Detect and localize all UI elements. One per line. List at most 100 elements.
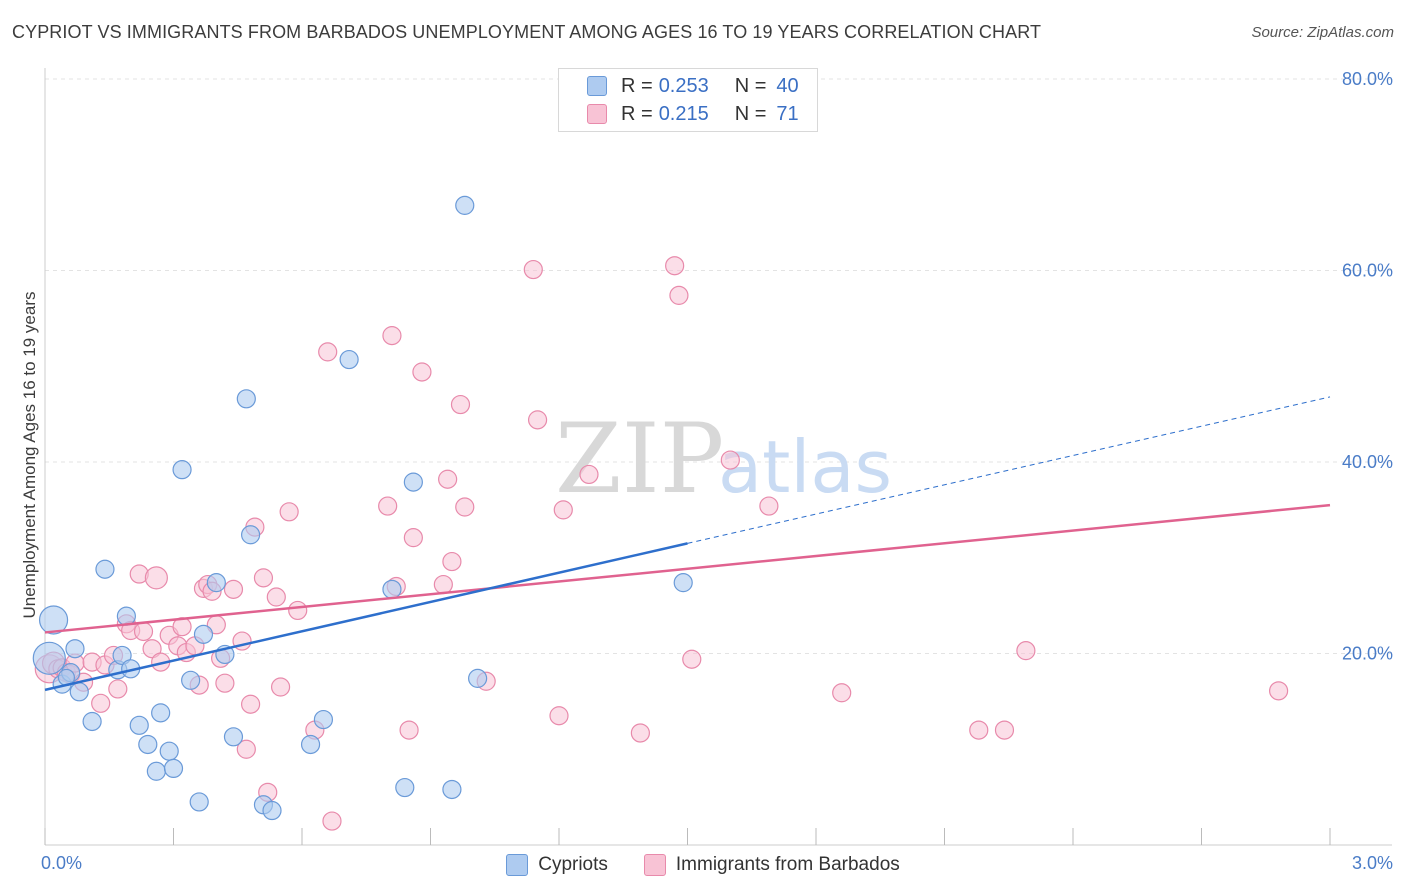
y-axis-title: Unemployment Among Ages 16 to 19 years [20,292,39,619]
legend-series: Cypriots Immigrants from Barbados [0,852,1406,878]
point-barbados [382,326,402,346]
chart-source: Source: ZipAtlas.com [1251,24,1394,41]
point-cypriots [442,779,462,800]
y-tick-label: 20.0% [1342,644,1393,664]
point-cypriots [395,777,415,798]
point-cypriots [146,761,166,781]
gridlines [45,78,1392,654]
point-barbados [399,720,419,740]
point-barbados [378,496,398,516]
point-barbados [223,579,244,599]
point-barbados [1268,681,1289,701]
point-cypriots [189,792,209,812]
point-cypriots [455,195,475,215]
point-cypriots [236,389,256,409]
point-cypriots [116,606,136,626]
point-cypriots [172,460,192,480]
point-cypriots [468,668,488,688]
legend-n-label: N = [734,74,767,97]
legend-stats: R = 0.253 N = 40 R = 0.215 N = 71 [558,68,818,132]
trend-lines [44,396,1331,692]
point-barbados [523,259,543,280]
y-tick-label: 60.0% [1342,261,1393,281]
legend-swatch-barbados [643,854,666,876]
point-barbados [720,450,740,470]
point-barbados [433,574,453,595]
point-barbados [288,600,308,621]
point-barbados [144,566,168,590]
trend-line-cypriots [44,542,688,692]
x-tick-label: 3.0% [1352,853,1393,873]
point-barbados [241,694,261,714]
series-barbados-points [34,256,1289,831]
point-cypriots [193,624,214,644]
point-cypriots [32,641,66,675]
point-barbados [832,683,852,703]
point-barbados [108,679,128,699]
point-barbados [759,496,779,516]
legend-row-barbados: R = 0.215 N = 71 [587,100,799,128]
legend-n-value: 71 [776,102,799,125]
point-cypriots [300,734,321,755]
tick-labels: 20.0% 40.0% 60.0% 80.0% 0.0% 3.0% [41,69,1393,873]
point-barbados [994,720,1015,740]
point-barbados [682,649,702,669]
point-cypriots [159,741,179,761]
point-cypriots [151,703,171,723]
point-cypriots [206,573,226,593]
point-cypriots [313,709,334,730]
legend-label-cypriots: Cypriots [538,854,608,875]
point-cypriots [112,645,132,666]
point-barbados [215,673,235,693]
point-barbados [266,587,286,607]
legend-n-value: 40 [776,74,799,97]
point-barbados [665,256,685,276]
watermark: ZIP atlas [555,403,892,515]
point-barbados [403,528,423,548]
point-cypriots [673,573,693,593]
point-cypriots [403,472,423,492]
point-cypriots [181,670,201,690]
point-barbados [579,464,599,485]
point-barbados [236,739,256,759]
point-barbados [553,500,573,520]
point-barbados [133,621,154,642]
point-barbados [91,693,111,713]
legend-r-label: R = [621,102,653,125]
point-cypriots [138,734,158,755]
legend-n-label: N = [734,102,767,125]
point-barbados [438,469,458,489]
point-cypriots [95,559,115,579]
point-barbados [527,410,548,430]
point-cypriots [65,639,85,659]
axes [44,68,1392,846]
trend-line-barbados [44,503,1331,634]
point-barbados [455,497,475,517]
point-cypriots [241,525,261,545]
legend-swatch-cypriots [587,76,607,96]
point-barbados [450,394,471,415]
point-cypriots [339,349,359,370]
point-barbados [1016,641,1036,661]
point-barbados [279,502,299,522]
point-barbados [630,723,650,743]
point-cypriots [129,715,149,735]
point-barbados [142,639,162,659]
legend-item-cypriots: Cypriots [506,854,608,876]
point-barbados [322,811,342,831]
point-cypriots [69,682,89,702]
point-barbados [412,362,432,382]
point-cypriots [38,605,69,635]
y-tick-label: 80.0% [1342,69,1393,89]
point-barbados [549,706,569,726]
point-barbados [969,720,989,740]
point-barbados [253,568,274,588]
point-barbados [669,285,689,305]
legend-label-barbados: Immigrants from Barbados [675,854,900,875]
legend-swatch-barbados [587,104,607,124]
point-cypriots [262,800,282,821]
legend-row-cypriots: R = 0.253 N = 40 [587,72,799,100]
legend-r-value: 0.253 [658,74,709,97]
legend-r-label: R = [621,74,653,97]
